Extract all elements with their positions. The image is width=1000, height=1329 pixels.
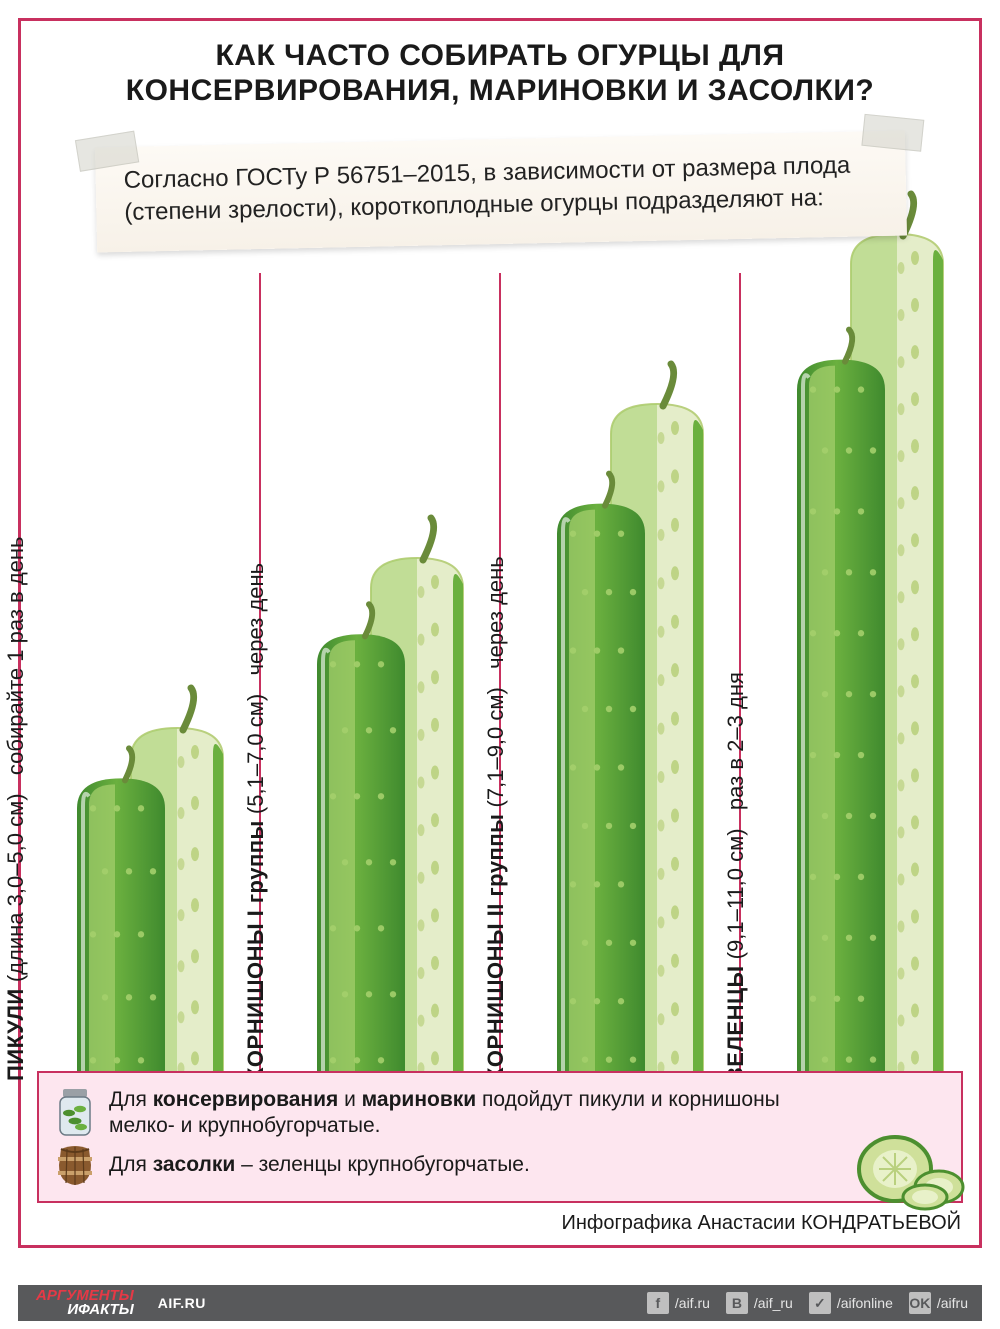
title-line-1: КАК ЧАСТО СОБИРАТЬ ОГУРЦЫ ДЛЯ xyxy=(215,39,784,72)
column-label: КОРНИШОНЫ II группы (7,1–9,0 см) через д… xyxy=(483,556,509,1081)
column-size: (7,1–9,0 см) xyxy=(483,687,508,807)
size-column: ПИКУЛИ (длина 3,0–5,0 см) собирайте 1 ра… xyxy=(21,273,259,1085)
footer-text-salting: Для засолки – зеленцы крупнобугорчатые. xyxy=(109,1152,530,1178)
tape-icon xyxy=(861,114,924,152)
column-name: ЗЕЛЕНЦЫ xyxy=(723,965,748,1081)
publisher-site: AIF.RU xyxy=(158,1295,206,1311)
title-line-2: КОНСЕРВИРОВАНИЯ, МАРИНОВКИ И ЗАСОЛКИ? xyxy=(126,74,874,107)
barrel-icon xyxy=(53,1143,97,1187)
intro-note-text: Согласно ГОСТу Р 56751–2015, в зависимос… xyxy=(95,131,907,253)
publisher-bar: АРГУМЕНТЫ ИФАКТЫ AIF.RU f/aif.ruB/aif_ru… xyxy=(18,1285,982,1321)
social-handle: /aif_ru xyxy=(754,1295,793,1311)
page-title: КАК ЧАСТО СОБИРАТЬ ОГУРЦЫ ДЛЯ КОНСЕРВИРО… xyxy=(21,21,979,120)
column-label: ПИКУЛИ (длина 3,0–5,0 см) собирайте 1 ра… xyxy=(3,537,29,1082)
column-size: (5,1–7,0 см) xyxy=(243,694,268,814)
column-label: ЗЕЛЕНЦЫ (9,1–11,0 см) раз в 2–3 дня xyxy=(723,672,749,1081)
cucumber-illustration xyxy=(299,514,495,1085)
intro-note: Согласно ГОСТу Р 56751–2015, в зависимос… xyxy=(95,131,907,253)
social-handle: /aifonline xyxy=(837,1295,893,1311)
social-handle: /aifru xyxy=(937,1295,968,1311)
column-label: КОРНИШОНЫ I группы (5,1–7,0 см) через де… xyxy=(243,563,269,1081)
column-frequency: собирайте 1 раз в день xyxy=(3,537,28,776)
column-name: КОРНИШОНЫ I группы xyxy=(243,820,268,1081)
column-name: КОРНИШОНЫ II группы xyxy=(483,814,508,1081)
cucumber-illustration xyxy=(779,190,975,1085)
footer-row-salting: Для засолки – зеленцы крупнобугорчатые. xyxy=(53,1141,851,1189)
cucumber-illustration xyxy=(59,684,255,1085)
size-column: ЗЕЛЕНЦЫ (9,1–11,0 см) раз в 2–3 дня xyxy=(739,273,979,1085)
usage-footer: Для консервирования и мариновки подойдут… xyxy=(37,1071,963,1204)
size-column: КОРНИШОНЫ II группы (7,1–9,0 см) через д… xyxy=(499,273,739,1085)
cucumber-slices-icon xyxy=(847,1131,967,1211)
column-frequency: через день xyxy=(483,556,508,669)
size-columns: ПИКУЛИ (длина 3,0–5,0 см) собирайте 1 ра… xyxy=(21,273,979,1085)
size-column: КОРНИШОНЫ I группы (5,1–7,0 см) через де… xyxy=(259,273,499,1085)
infographic-frame: КАК ЧАСТО СОБИРАТЬ ОГУРЦЫ ДЛЯ КОНСЕРВИРО… xyxy=(18,18,982,1248)
column-name: ПИКУЛИ xyxy=(3,988,28,1081)
column-frequency: раз в 2–3 дня xyxy=(723,672,748,810)
cucumber-illustration xyxy=(539,360,735,1085)
column-size: (9,1–11,0 см) xyxy=(723,828,748,959)
footer-row-canning: Для консервирования и мариновки подойдут… xyxy=(53,1085,851,1142)
column-frequency: через день xyxy=(243,563,268,676)
publisher-logo: АРГУМЕНТЫ ИФАКТЫ xyxy=(32,1289,134,1318)
author-credit: Инфографика Анастасии КОНДРАТЬЕВОЙ xyxy=(561,1212,961,1235)
social-handle: /aif.ru xyxy=(675,1295,710,1311)
column-size: (длина 3,0–5,0 см) xyxy=(3,793,28,982)
footer-text-canning: Для консервирования и мариновки подойдут… xyxy=(109,1087,851,1140)
jar-icon xyxy=(53,1087,97,1139)
